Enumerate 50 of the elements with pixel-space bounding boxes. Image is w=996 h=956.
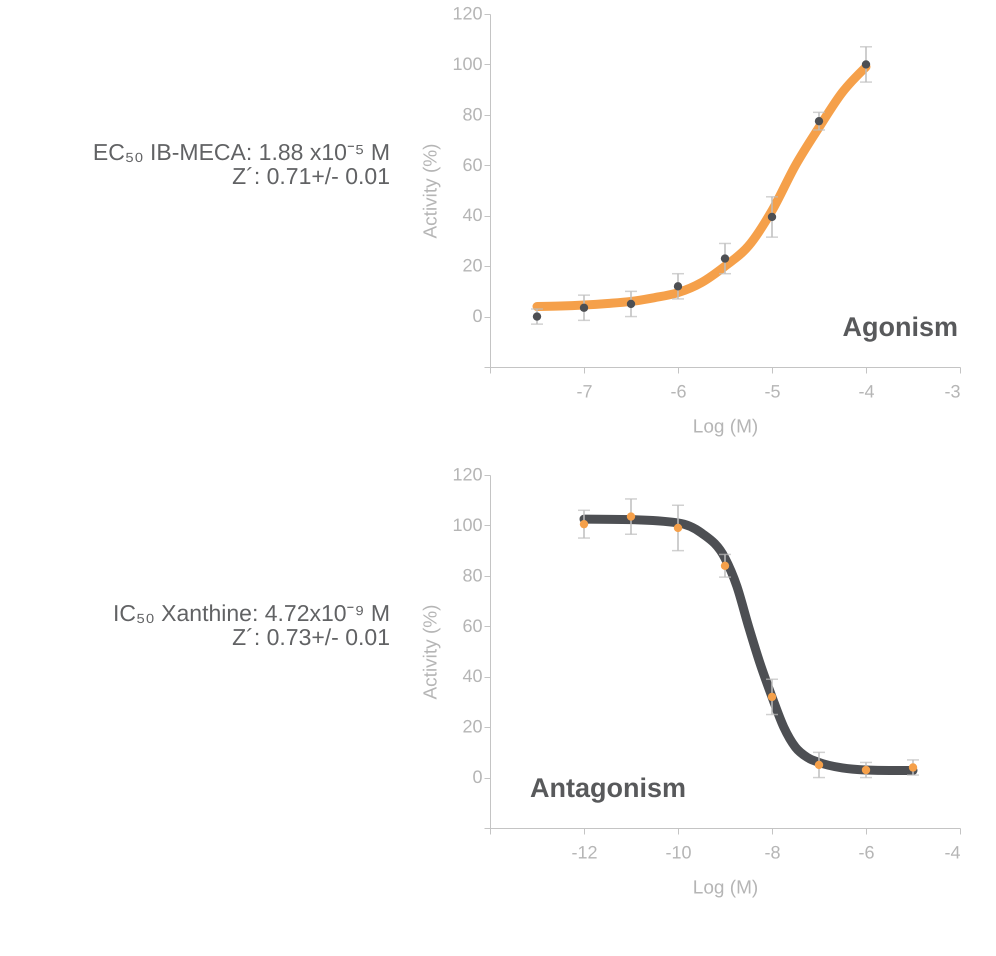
annotation: Antagonism [530, 773, 686, 804]
point [768, 212, 776, 222]
y-tick-label: 40 [462, 666, 482, 686]
point [814, 760, 824, 770]
y-tick-label: 80 [462, 104, 482, 124]
y-tick-label: 60 [462, 154, 482, 175]
x-tick-label: -5 [764, 382, 781, 402]
point [532, 312, 542, 321]
point [580, 520, 588, 528]
point [768, 692, 776, 702]
point [626, 512, 636, 521]
x-tick-label: -12 [571, 842, 598, 862]
x-tick-label: -8 [764, 842, 781, 862]
x-tick-label: -4 [858, 382, 875, 402]
y-tick-label: 60 [462, 616, 482, 636]
x-tick-label: -4 [944, 842, 960, 862]
y-tick-label: 20 [462, 256, 482, 276]
point [720, 562, 730, 570]
x-tick-label: -3 [944, 382, 960, 402]
point [862, 60, 870, 69]
point [626, 300, 636, 308]
x-tick-label: -10 [665, 842, 692, 862]
y-tick-label: 120 [452, 464, 482, 484]
y-tick-label: 20 [462, 716, 482, 737]
annotation: Agonism [842, 312, 958, 342]
y-tick-label: 0 [472, 306, 482, 326]
y-axis-title: Activity (%) [420, 144, 442, 238]
y-tick-label: 80 [462, 565, 482, 586]
point [908, 763, 918, 772]
y-tick-label: 0 [472, 767, 482, 788]
point [674, 524, 682, 532]
y-tick-label: 100 [452, 54, 482, 74]
text: EC₅₀ IB-MECA: 1.88 x10⁻⁵ M [92, 139, 390, 166]
text: Z´: 0.73+/- 0.01 [232, 624, 390, 650]
point [720, 254, 730, 263]
x-tick-label: -6 [670, 382, 687, 402]
y-tick-label: 40 [462, 205, 482, 226]
x-tick-label: -7 [576, 382, 593, 402]
y-tick-label: 100 [452, 514, 482, 535]
text: Z´: 0.71+/- 0.01 [232, 163, 390, 190]
x-tick-label: -6 [858, 842, 875, 862]
point [674, 282, 682, 290]
x-axis-title: Log (M) [692, 878, 758, 898]
x-axis-title: Log (M) [692, 416, 758, 438]
y-tick-label: 120 [452, 4, 482, 24]
text: IC₅₀ Xanthine: 4.72x10⁻⁹ M [112, 600, 390, 626]
point [580, 304, 588, 312]
point [862, 766, 870, 774]
y-axis-title: Activity (%) [420, 604, 442, 700]
point [814, 116, 824, 126]
